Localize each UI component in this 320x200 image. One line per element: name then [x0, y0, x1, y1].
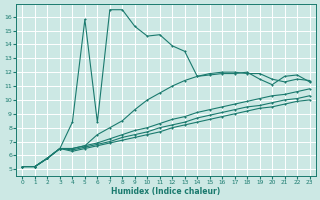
- X-axis label: Humidex (Indice chaleur): Humidex (Indice chaleur): [111, 187, 221, 196]
